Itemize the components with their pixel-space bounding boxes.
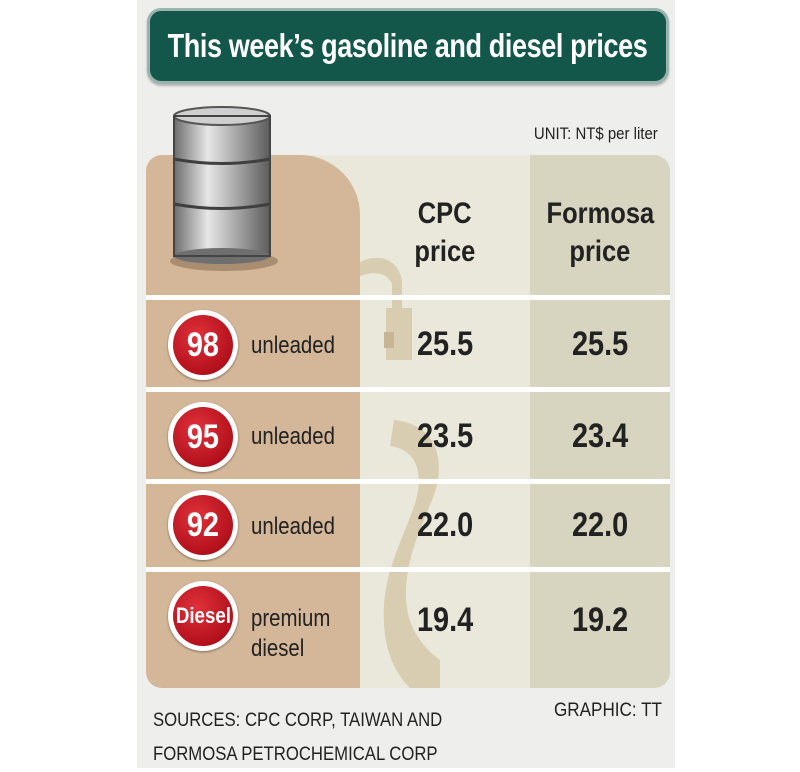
row-label-line1: premium	[251, 605, 331, 632]
badge-label: Diesel	[175, 603, 231, 628]
sources-line1: SOURCES: CPC CORP, TAIWAN AND	[153, 710, 443, 731]
graphic-credit: GRAPHIC: TT	[554, 700, 662, 721]
diesel-badge: Diesel	[168, 581, 238, 651]
grade-92-label: unleaded	[251, 512, 350, 542]
grade-98-badge: 98	[168, 310, 238, 380]
value-label: 25.5	[571, 325, 629, 363]
row-label-line2: diesel	[251, 635, 305, 662]
value-label: 23.5	[416, 417, 474, 455]
badge-label: 95	[186, 417, 220, 456]
formosa-price-diesel: 19.2	[530, 601, 670, 640]
diesel-label: premium diesel	[251, 604, 344, 664]
row-label: unleaded	[251, 423, 335, 450]
grade-98-label: unleaded	[251, 331, 350, 361]
row-divider	[146, 479, 670, 484]
fuel-nozzle-icon	[360, 257, 440, 688]
price-table: CPC price Formosa price 98 unleaded 25.5…	[146, 155, 670, 688]
header-formosa: Formosa price	[530, 195, 670, 271]
value-label: 19.2	[571, 601, 629, 639]
cpc-price-98: 25.5	[375, 325, 515, 364]
header-formosa-line1: Formosa	[546, 197, 654, 230]
unit-label: UNIT: NT$ per liter	[534, 124, 658, 143]
header-cpc-line2: price	[414, 235, 476, 268]
grade-92-badge: 92	[168, 490, 238, 560]
formosa-column-bg	[530, 155, 670, 688]
value-label: 22.0	[571, 506, 629, 544]
row-label: unleaded	[251, 513, 335, 540]
value-label: 22.0	[416, 506, 474, 544]
header-cpc-line1: CPC	[418, 197, 472, 230]
cpc-price-diesel: 19.4	[375, 601, 515, 640]
header-formosa-line2: price	[569, 235, 631, 268]
cpc-price-95: 23.5	[375, 417, 515, 456]
row-divider	[146, 567, 670, 572]
badge-label: 98	[186, 325, 220, 364]
sources-note: SOURCES: CPC CORP, TAIWAN AND FORMOSA PE…	[153, 704, 442, 772]
formosa-price-98: 25.5	[530, 325, 670, 364]
row-divider	[146, 387, 670, 392]
row-label: unleaded	[251, 332, 335, 359]
cpc-price-92: 22.0	[375, 506, 515, 545]
value-label: 19.4	[416, 601, 474, 639]
title-banner: This week’s gasoline and diesel prices	[147, 8, 669, 84]
grade-95-label: unleaded	[251, 422, 350, 452]
grade-95-badge: 95	[168, 402, 238, 472]
oil-drum-icon	[170, 106, 278, 271]
header-cpc: CPC price	[360, 195, 530, 271]
sources-line2: FORMOSA PETROCHEMICAL CORP	[153, 744, 438, 765]
badge-label: 92	[186, 505, 220, 544]
value-label: 25.5	[416, 325, 474, 363]
row-divider	[146, 295, 670, 300]
chart-title: This week’s gasoline and diesel prices	[168, 27, 648, 64]
value-label: 23.4	[571, 417, 629, 455]
formosa-price-95: 23.4	[530, 417, 670, 456]
formosa-price-92: 22.0	[530, 506, 670, 545]
